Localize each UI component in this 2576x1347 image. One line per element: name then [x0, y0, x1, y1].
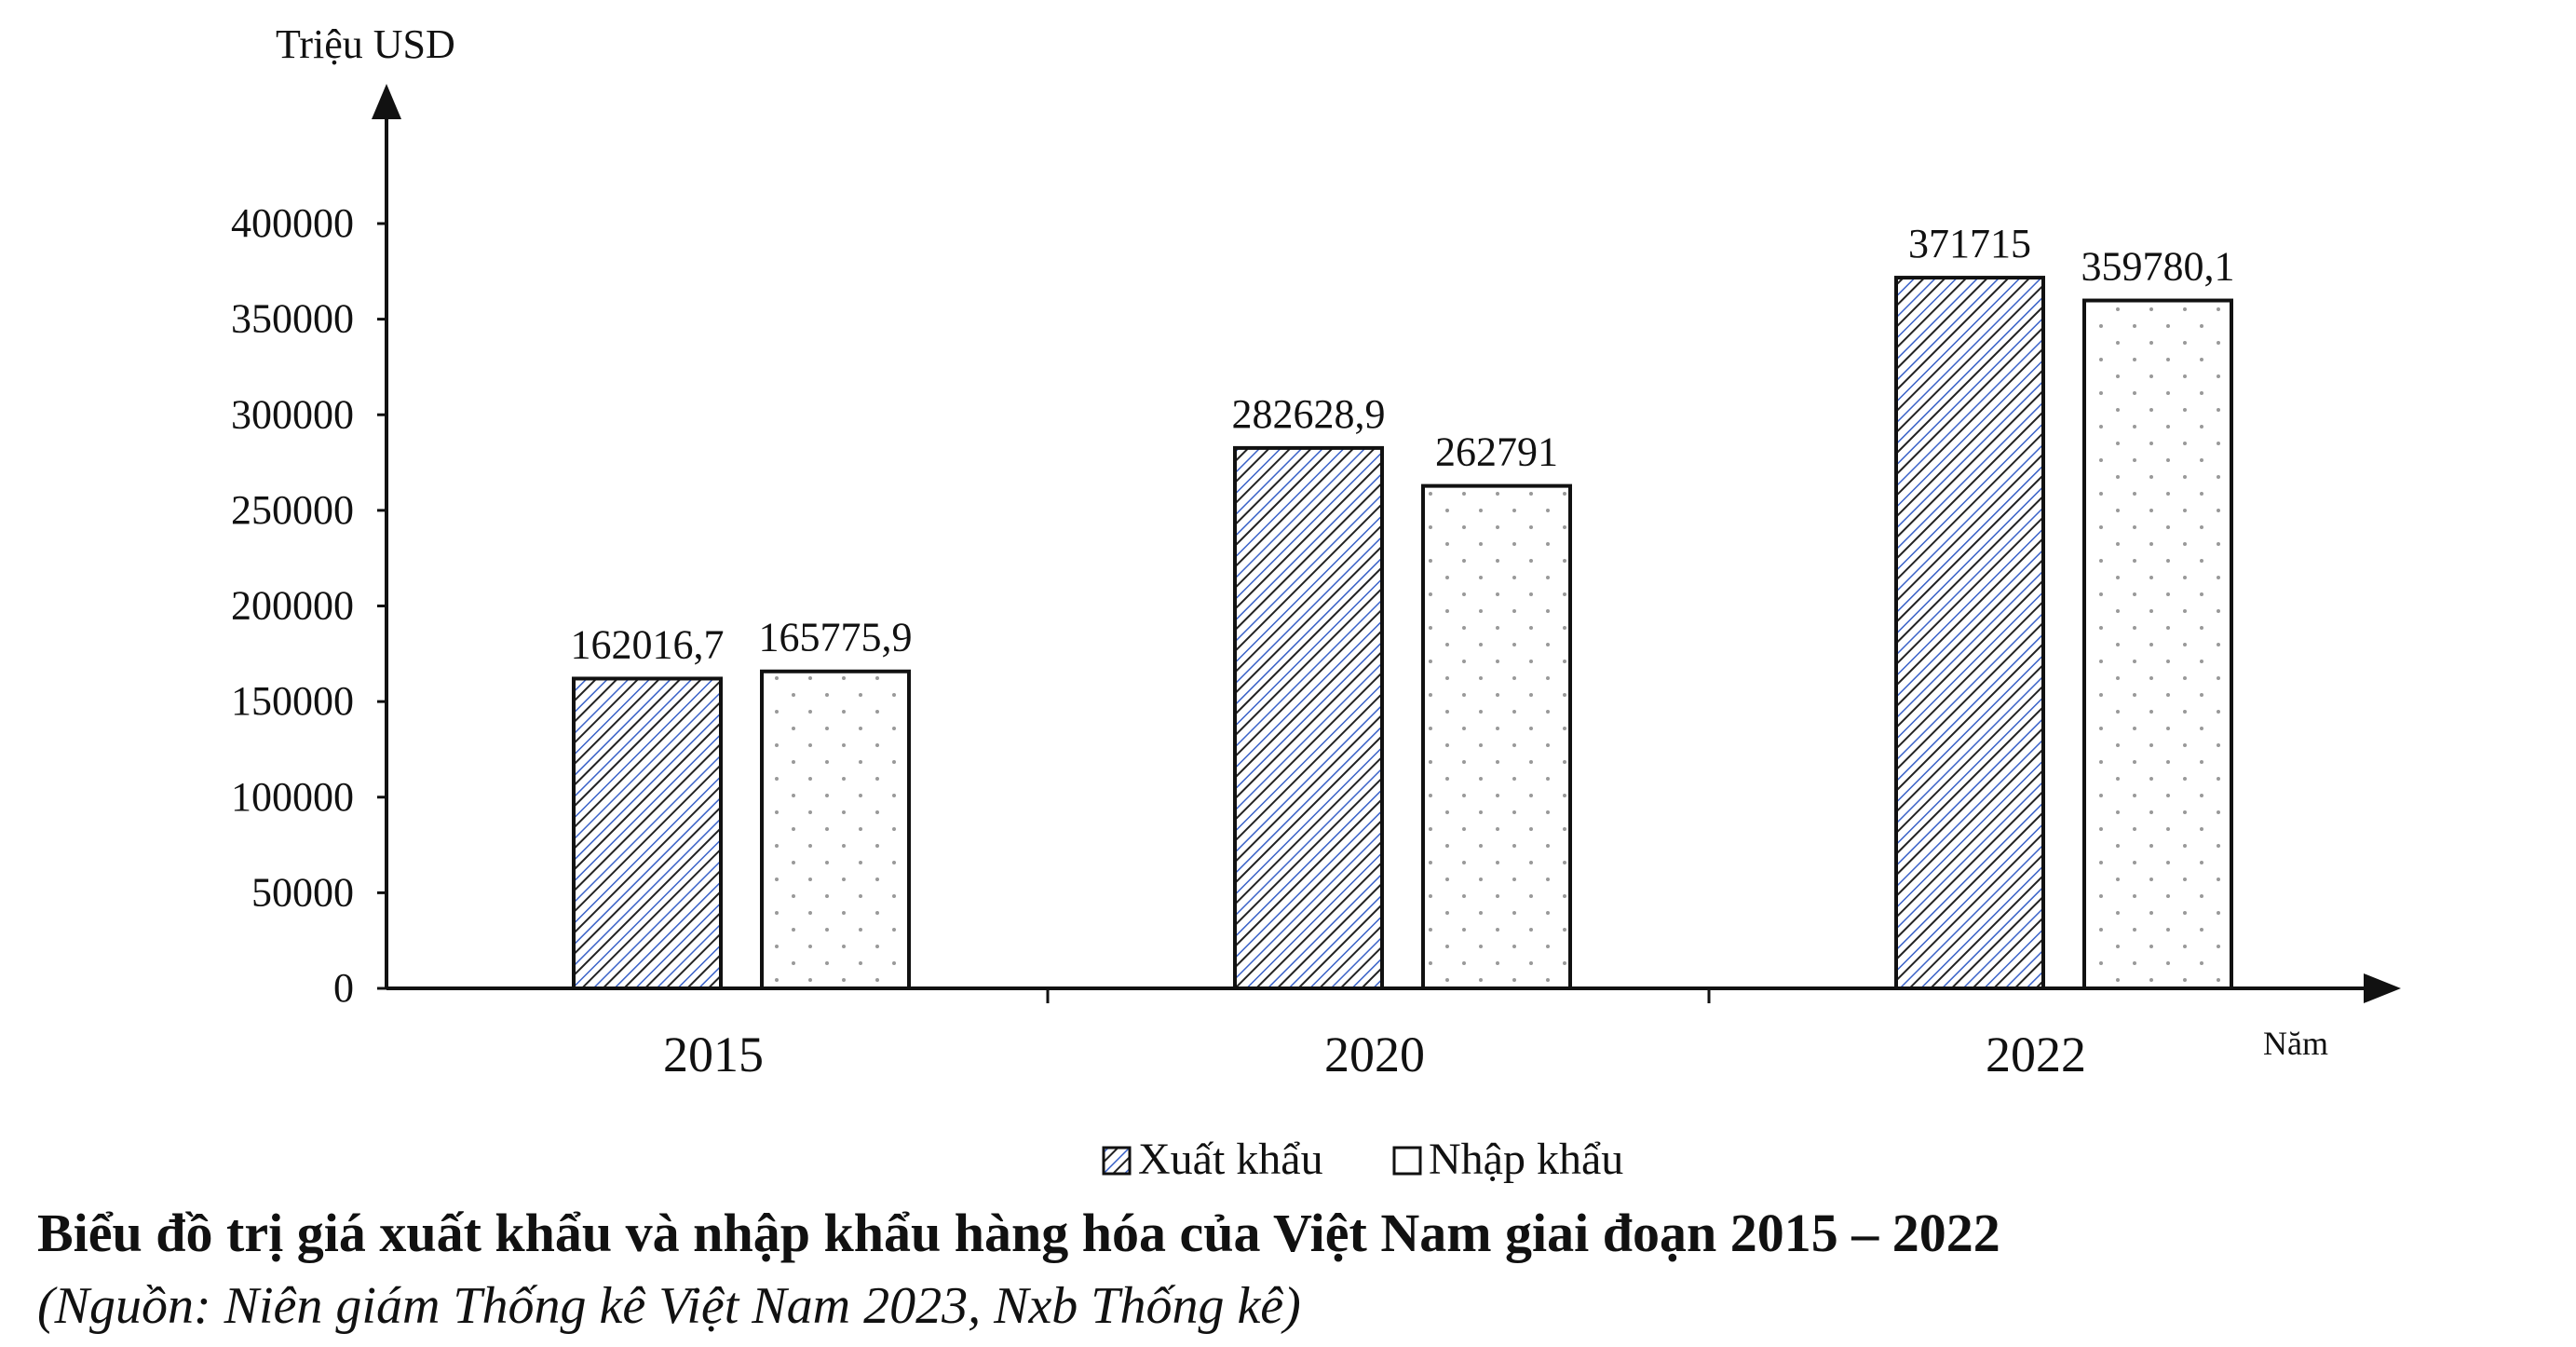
x-axis-title: Năm	[2263, 1025, 2328, 1062]
x-axis-arrowhead	[2364, 973, 2401, 1003]
data-label-import-2020: 262791	[1435, 429, 1558, 475]
y-tick-label: 350000	[231, 296, 354, 342]
data-label-export-2022: 371715	[1908, 221, 2031, 266]
y-tick-label: 300000	[231, 391, 354, 437]
y-tick-label: 400000	[231, 200, 354, 246]
y-tick-label: 150000	[231, 678, 354, 724]
y-tick-label: 250000	[231, 487, 354, 533]
legend-swatch-import	[1392, 1146, 1422, 1176]
y-tick-label: 50000	[251, 869, 354, 915]
data-label-import-2015: 165775,9	[759, 615, 913, 660]
data-label-import-2022: 359780,1	[2081, 244, 2235, 290]
bar-import-2015	[760, 669, 911, 991]
y-axis-title: Triệu USD	[276, 21, 455, 67]
y-tick-label: 100000	[231, 774, 354, 820]
bar-import-2020	[1421, 483, 1572, 990]
chart-caption-source: (Nguồn: Niên giám Thống kê Việt Nam 2023…	[37, 1277, 1301, 1335]
data-label-export-2020: 282628,9	[1232, 391, 1386, 437]
data-label-export-2015: 162016,7	[571, 621, 725, 667]
bar-export-2015	[572, 676, 723, 990]
x-tick-label: 2020	[1324, 1027, 1425, 1082]
chart-caption-title: Biểu đồ trị giá xuất khẩu và nhập khẩu h…	[37, 1203, 2000, 1263]
x-tick-label: 2015	[663, 1027, 764, 1082]
bar-export-2022	[1894, 276, 2045, 990]
legend-label-export: Xuất khẩu	[1138, 1135, 1323, 1184]
y-tick-label: 200000	[231, 583, 354, 629]
y-axis-arrowhead	[372, 84, 401, 119]
legend-swatch-export	[1102, 1146, 1132, 1176]
legend-label-import: Nhập khẩu	[1429, 1135, 1623, 1184]
x-tick-label: 2022	[1986, 1027, 2086, 1082]
bar-export-2020	[1233, 445, 1384, 990]
bar-import-2022	[2082, 298, 2233, 990]
y-tick-label: 0	[333, 965, 354, 1011]
